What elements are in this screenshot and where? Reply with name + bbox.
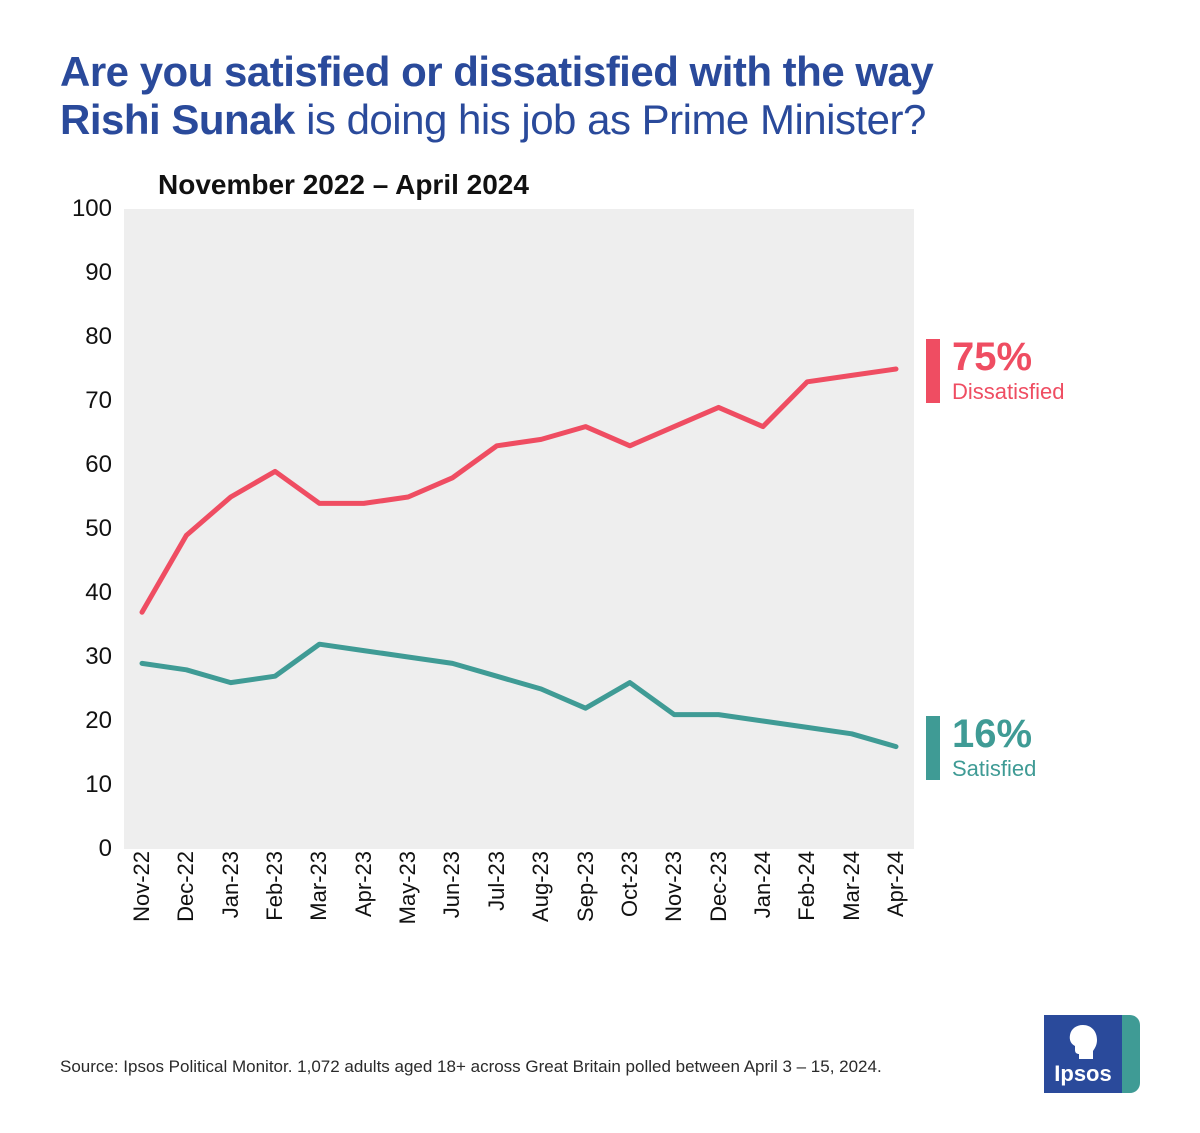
x-tick: Apr-23 [351, 851, 377, 917]
y-tick: 90 [60, 259, 112, 287]
chart-title: Are you satisfied or dissatisfied with t… [60, 48, 1140, 145]
x-tick: Feb-23 [262, 851, 288, 921]
ipsos-logo: Ipsos [1044, 1015, 1140, 1093]
x-tick: May-23 [395, 851, 421, 924]
x-tick: Oct-23 [617, 851, 643, 917]
chart-subtitle: November 2022 – April 2024 [158, 169, 1140, 201]
end-label-dissatisfied: 75%Dissatisfied [926, 337, 1064, 405]
end-text: 75%Dissatisfied [952, 337, 1064, 405]
y-tick: 20 [60, 707, 112, 735]
y-tick: 60 [60, 451, 112, 479]
logo-text: Ipsos [1044, 1061, 1122, 1087]
x-tick: Feb-24 [794, 851, 820, 921]
x-tick: Nov-22 [129, 851, 155, 922]
y-tick: 10 [60, 771, 112, 799]
line-chart: 0102030405060708090100 Nov-22Dec-22Jan-2… [60, 209, 1140, 909]
end-word: Dissatisfied [952, 379, 1064, 405]
y-tick: 70 [60, 387, 112, 415]
y-tick: 30 [60, 643, 112, 671]
end-word: Satisfied [952, 756, 1036, 782]
y-tick: 0 [60, 835, 112, 863]
x-tick: Nov-23 [661, 851, 687, 922]
x-tick: Jun-23 [439, 851, 465, 918]
y-tick: 40 [60, 579, 112, 607]
x-tick: Apr-24 [883, 851, 909, 917]
y-axis: 0102030405060708090100 [60, 209, 118, 849]
x-tick: Mar-24 [839, 851, 865, 921]
source-footnote: Source: Ipsos Political Monitor. 1,072 a… [60, 1057, 882, 1077]
y-tick: 100 [60, 195, 112, 223]
logo-head-icon [1064, 1023, 1102, 1063]
end-percent: 75% [952, 337, 1064, 377]
plot-background [124, 209, 914, 849]
title-bold-name: Rishi Sunak [60, 96, 295, 143]
x-tick: Sep-23 [573, 851, 599, 922]
x-tick: Jul-23 [484, 851, 510, 911]
title-rest: is doing his job as Prime Minister? [295, 96, 926, 143]
x-axis: Nov-22 Dec-22 Jan-23 Feb-23 Mar-23 Apr-23 May-… [124, 851, 914, 971]
x-tick: Dec-23 [706, 851, 732, 922]
x-tick: Dec-22 [173, 851, 199, 922]
x-tick: Mar-23 [306, 851, 332, 921]
y-tick: 80 [60, 323, 112, 351]
x-tick: Jan-24 [750, 851, 776, 918]
y-tick: 50 [60, 515, 112, 543]
end-bar-icon [926, 339, 940, 403]
plot-area [124, 209, 914, 849]
title-line-2: Rishi Sunak is doing his job as Prime Mi… [60, 96, 1140, 144]
x-tick: Aug-23 [528, 851, 554, 922]
end-text: 16%Satisfied [952, 714, 1036, 782]
end-bar-icon [926, 716, 940, 780]
x-tick: Jan-23 [218, 851, 244, 918]
end-percent: 16% [952, 714, 1036, 754]
title-line-1: Are you satisfied or dissatisfied with t… [60, 48, 1140, 96]
end-label-satisfied: 16%Satisfied [926, 714, 1036, 782]
